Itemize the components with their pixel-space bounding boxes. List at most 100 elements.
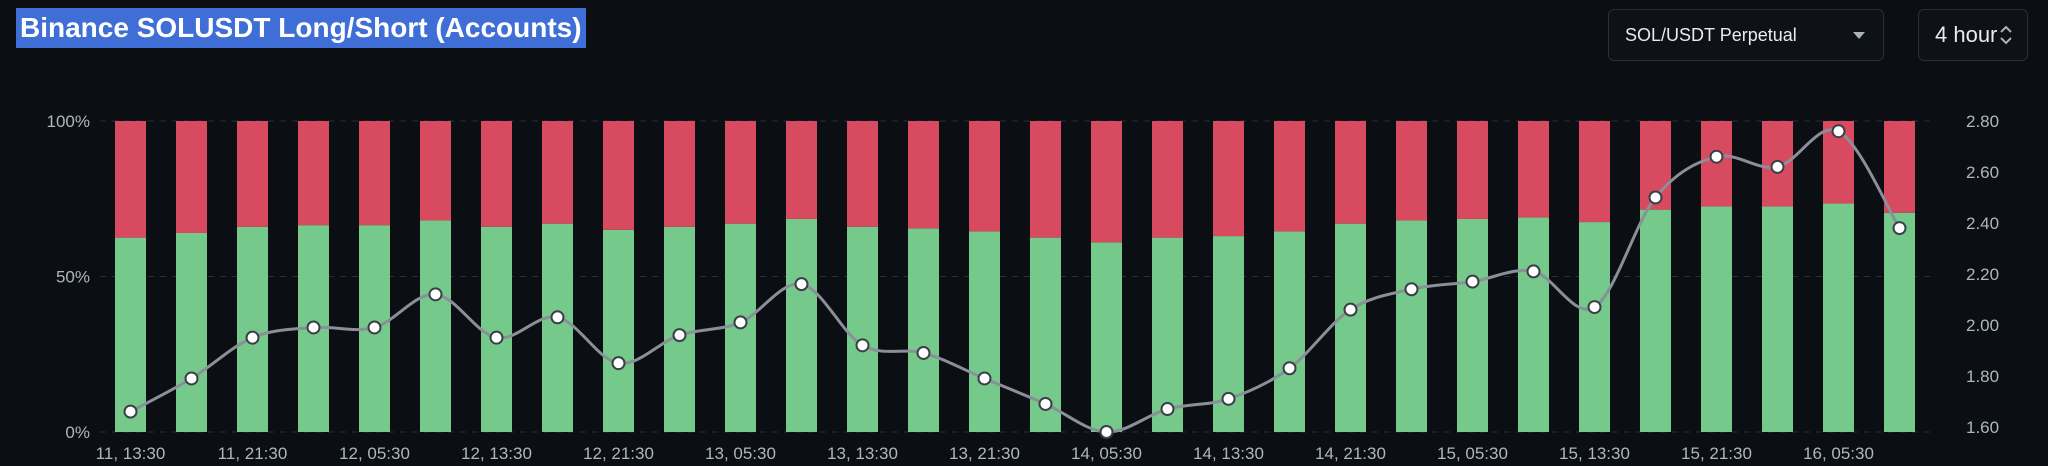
long-bar [847,226,878,432]
long-bar [908,228,939,432]
y-right-tick-label: 2.20 [1966,265,1999,284]
short-bar [1213,121,1244,237]
long-bar [1701,206,1732,432]
y-right-tick-label: 2.00 [1966,316,1999,335]
short-bar [1091,121,1122,243]
short-bar [908,121,939,229]
ratio-point [184,371,199,386]
short-bar [481,121,512,227]
ratio-line [129,128,1901,434]
ratio-point [1587,300,1602,315]
interval-select[interactable]: 4 hour [1918,9,2028,61]
short-bar [1335,121,1366,224]
x-tick-label: 13, 21:30 [949,444,1020,463]
long-bar [1884,212,1915,432]
x-tick-label: 11, 21:30 [218,444,288,463]
ratio-point [123,404,138,419]
x-tick-label: 15, 05:30 [1437,444,1508,463]
short-bar [1396,121,1427,221]
long-bar [1762,206,1793,432]
ratio-point [1465,274,1480,289]
ratio-point [733,315,748,330]
short-bar [176,121,207,233]
ratio-point [916,345,931,360]
ratio-point [1526,264,1541,279]
ratio-point [611,356,626,371]
short-bar [298,121,329,226]
long-bar [481,226,512,432]
x-tick-label: 12, 21:30 [583,444,654,463]
long-bar [1640,209,1671,432]
short-bar [847,121,878,227]
x-tick-label: 14, 13:30 [1193,444,1264,463]
long-bar [115,237,146,432]
ratio-point [245,330,260,345]
x-tick-label: 15, 13:30 [1559,444,1630,463]
page-title: Binance SOLUSDT Long/Short (Accounts) [16,8,586,48]
long-bar [786,218,817,432]
ratio-point [1343,302,1358,317]
pair-select[interactable]: SOL/USDT Perpetual [1608,9,1884,61]
short-bar [1579,121,1610,223]
y-right-tick-label: 2.80 [1966,112,1999,131]
long-bar [1335,223,1366,432]
ratio-point [1892,221,1907,236]
ratio-point [428,287,443,302]
short-bar [603,121,634,230]
ratio-point [1038,396,1053,411]
long-bar [1457,218,1488,432]
short-bar [115,121,146,238]
short-bar [1274,121,1305,232]
ratio-point [1099,425,1114,439]
ratio-point [489,330,504,345]
long-bar [1091,242,1122,432]
x-tick-label: 14, 21:30 [1315,444,1386,463]
ratio-point [977,371,992,386]
short-bar [359,121,390,226]
chevron-down-icon [1853,32,1865,39]
long-bar [969,231,1000,432]
x-tick-label: 12, 13:30 [461,444,532,463]
x-tick-label: 15, 21:30 [1681,444,1752,463]
x-tick-label: 13, 05:30 [705,444,776,463]
long-bar [1396,220,1427,432]
short-bar [420,121,451,221]
long-bar [1823,203,1854,432]
y-right-tick-label: 1.80 [1966,367,1999,386]
short-bar [1152,121,1183,238]
short-bar [725,121,756,224]
ratio-point [794,277,809,292]
ratio-point [1770,159,1785,174]
short-bar [1518,121,1549,218]
long-bar [237,226,268,432]
short-bar [1884,121,1915,213]
short-bar [786,121,817,219]
long-bar [1579,222,1610,432]
ratio-point [367,320,382,335]
y-left-tick-label: 100% [47,112,90,131]
y-right-tick-label: 2.60 [1966,163,1999,182]
ratio-point [672,328,687,343]
ratio-point [1709,149,1724,164]
y-right-tick-label: 1.60 [1966,418,1999,437]
ratio-point [1831,124,1846,139]
short-bar [969,121,1000,232]
x-tick-label: 14, 05:30 [1071,444,1142,463]
ratio-point [1282,361,1297,376]
long-bar [1274,231,1305,432]
short-bar [1701,121,1732,207]
short-bar [1030,121,1061,238]
y-left-tick-label: 0% [65,423,90,442]
x-tick-label: 11, 13:30 [96,444,166,463]
x-tick-label: 13, 13:30 [827,444,898,463]
pair-select-value: SOL/USDT Perpetual [1625,24,1797,45]
x-tick-label: 12, 05:30 [339,444,410,463]
ratio-point [1648,190,1663,205]
ratio-point [855,338,870,353]
ratio-point [306,320,321,335]
updown-chevron-icon [2000,25,2012,45]
y-left-tick-label: 50% [56,268,90,287]
short-bar [237,121,268,227]
ratio-point [1404,282,1419,297]
